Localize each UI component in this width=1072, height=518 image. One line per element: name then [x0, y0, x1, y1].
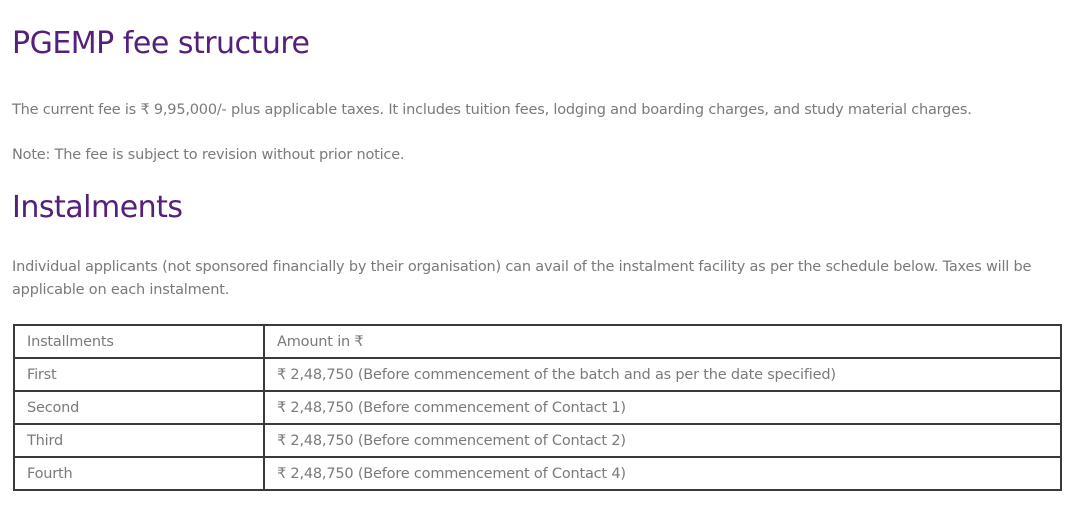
installment-amount: ₹ 2,48,750 (Before commencement of Conta… [263, 390, 1062, 425]
instalments-description: Individual applicants (not sponsored fin… [12, 259, 1032, 298]
fee-note: Note: The fee is subject to revision wit… [12, 147, 405, 163]
table-row: First ₹ 2,48,750 (Before commencement of… [13, 357, 1062, 392]
table-row: Second ₹ 2,48,750 (Before commencement o… [13, 390, 1062, 425]
installment-name: Second [13, 390, 265, 425]
instalments-table: Installments Amount in ₹ First ₹ 2,48,75… [13, 324, 1062, 491]
installment-amount: ₹ 2,48,750 (Before commencement of Conta… [263, 456, 1062, 491]
installment-amount: ₹ 2,48,750 (Before commencement of Conta… [263, 423, 1062, 458]
fee-description: The current fee is ₹ 9,95,000/- plus app… [12, 102, 972, 118]
installment-amount: ₹ 2,48,750 (Before commencement of the b… [263, 357, 1062, 392]
table-header-row: Installments Amount in ₹ [13, 324, 1062, 359]
table-row: Fourth ₹ 2,48,750 (Before commencement o… [13, 456, 1062, 491]
fee-structure-heading: PGEMP fee structure [12, 26, 310, 61]
installment-name: Third [13, 423, 265, 458]
header-amount: Amount in ₹ [263, 324, 1062, 359]
instalments-heading: Instalments [12, 190, 183, 225]
table-row: Third ₹ 2,48,750 (Before commencement of… [13, 423, 1062, 458]
installment-name: Fourth [13, 456, 265, 491]
installment-name: First [13, 357, 265, 392]
header-installments: Installments [13, 324, 265, 359]
